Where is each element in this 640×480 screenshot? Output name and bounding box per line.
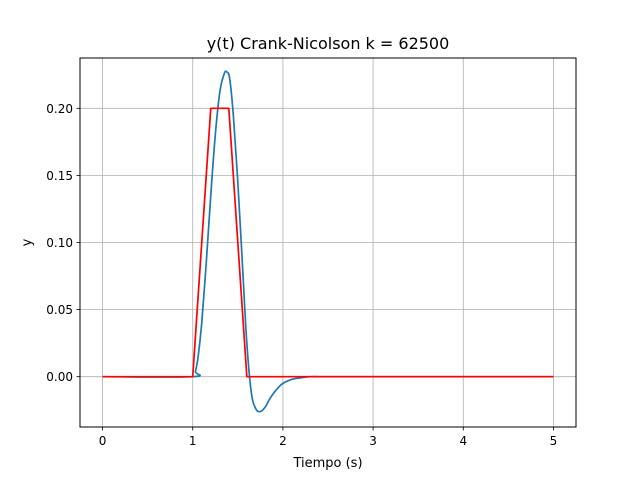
grid-lines bbox=[80, 58, 576, 427]
x-axis-ticks: 0 1 2 3 4 5 bbox=[99, 427, 558, 448]
x-tick-label: 2 bbox=[279, 434, 287, 448]
x-tick-label: 4 bbox=[459, 434, 467, 448]
y-axis-ticks: 0.00 0.05 0.10 0.15 0.20 bbox=[46, 102, 80, 384]
y-tick-label: 0.15 bbox=[46, 169, 73, 183]
series-line-1 bbox=[102, 70, 554, 413]
x-tick-label: 1 bbox=[189, 434, 197, 448]
y-axis-label: y bbox=[20, 238, 35, 246]
chart-title: y(t) Crank-Nicolson k = 62500 bbox=[207, 34, 450, 53]
y-tick-label: 0.20 bbox=[46, 102, 73, 116]
x-tick-label: 3 bbox=[369, 434, 377, 448]
y-tick-label: 0.10 bbox=[46, 236, 73, 250]
series-line-2 bbox=[102, 107, 554, 378]
y-tick-label: 0.00 bbox=[46, 370, 73, 384]
x-axis-label: Tiempo (s) bbox=[292, 456, 362, 471]
x-tick-label: 5 bbox=[550, 434, 558, 448]
x-tick-label: 0 bbox=[99, 434, 107, 448]
y-tick-label: 0.05 bbox=[46, 303, 73, 317]
plot-series bbox=[102, 70, 554, 413]
